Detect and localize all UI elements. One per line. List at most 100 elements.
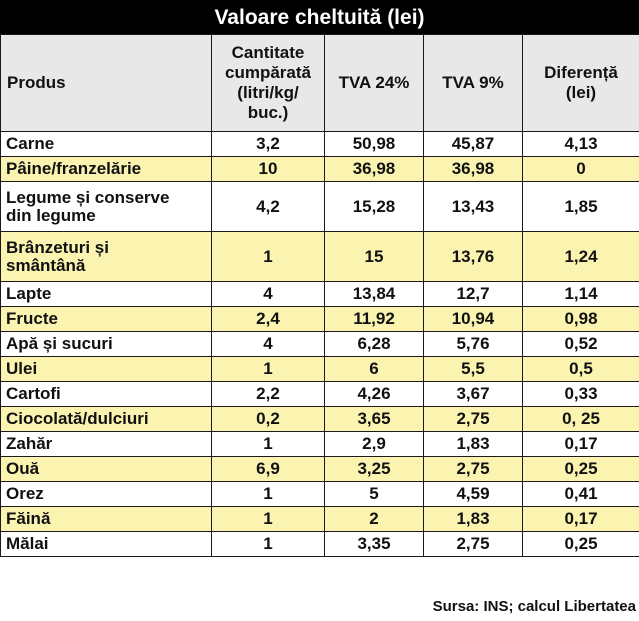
header-cantitate-line: (litri/kg/ xyxy=(237,83,299,102)
cell-diferenta: 0,33 xyxy=(522,381,639,407)
cell-tva24: 2 xyxy=(324,506,424,532)
cell-tva24: 4,26 xyxy=(324,381,424,407)
cell-tva24: 11,92 xyxy=(324,306,424,332)
cell-produs-line: smântână xyxy=(6,255,86,275)
cell-diferenta: 0,25 xyxy=(522,456,639,482)
header-cantitate-line: cumpărată xyxy=(225,63,311,82)
cell-produs-line: Ulei xyxy=(6,359,38,378)
cell-tva24: 5 xyxy=(324,481,424,507)
header-diferenta: Diferență (lei) xyxy=(522,34,639,132)
cell-cantitate: 2,2 xyxy=(211,381,325,407)
cell-produs: Carne xyxy=(0,131,212,157)
cell-tva9: 1,83 xyxy=(423,506,523,532)
cell-produs-line: Orez xyxy=(6,484,44,503)
cell-tva24: 36,98 xyxy=(324,156,424,182)
table-row: Pâine/franzelărie 10 36,98 36,98 0 xyxy=(0,156,639,182)
cell-produs: Zahăr xyxy=(0,431,212,457)
cell-diferenta: 1,24 xyxy=(522,231,639,282)
cell-diferenta: 0,41 xyxy=(522,481,639,507)
cell-tva24: 6,28 xyxy=(324,331,424,357)
cell-cantitate: 3,2 xyxy=(211,131,325,157)
cell-tva9: 3,67 xyxy=(423,381,523,407)
cell-produs-line: Brânzeturi și xyxy=(6,237,109,257)
cell-tva9: 2,75 xyxy=(423,531,523,557)
cell-produs-line: din legume xyxy=(6,205,96,225)
header-cantitate-line: buc.) xyxy=(247,103,289,122)
table-row: Brânzeturi și smântână 1 15 13,76 1,24 xyxy=(0,231,639,282)
cell-produs: Pâine/franzelărie xyxy=(0,156,212,182)
cell-produs: Ulei xyxy=(0,356,212,382)
cell-diferenta: 0,17 xyxy=(522,506,639,532)
table-row: Orez 1 5 4,59 0,41 xyxy=(0,481,639,507)
cell-diferenta: 0,5 xyxy=(522,356,639,382)
table-title: Valoare cheltuită (lei) xyxy=(0,0,639,34)
cell-cantitate: 6,9 xyxy=(211,456,325,482)
cell-tva9: 13,76 xyxy=(423,231,523,282)
cell-tva9: 5,76 xyxy=(423,331,523,357)
cell-tva24: 50,98 xyxy=(324,131,424,157)
cell-produs-line: Fructe xyxy=(6,309,58,328)
cell-tva9: 5,5 xyxy=(423,356,523,382)
cell-cantitate: 1 xyxy=(211,531,325,557)
cell-produs: Lapte xyxy=(0,281,212,307)
table-body: Carne 3,2 50,98 45,87 4,13 Pâine/franzelărie 1… xyxy=(0,131,639,557)
cell-produs-line: Ouă xyxy=(6,459,40,478)
cell-produs-line: Apă și sucuri xyxy=(6,334,113,353)
header-tva24: TVA 24% xyxy=(324,34,424,132)
header-diferenta-line: (lei) xyxy=(565,83,597,102)
cell-cantitate: 4,2 xyxy=(211,181,325,232)
cell-tva9: 45,87 xyxy=(423,131,523,157)
table-row: Ulei 1 6 5,5 0,5 xyxy=(0,356,639,382)
cell-produs-line: Zahăr xyxy=(6,434,53,453)
table-row: Fructe 2,4 11,92 10,94 0,98 xyxy=(0,306,639,332)
cell-produs: Mălai xyxy=(0,531,212,557)
cell-produs: Ciocolată/dulciuri xyxy=(0,406,212,432)
cell-tva9: 10,94 xyxy=(423,306,523,332)
header-cantitate: Cantitate cumpărată (litri/kg/ buc.) xyxy=(211,34,325,132)
header-diferenta-line: Diferență xyxy=(544,63,618,82)
vat-table: Produs Cantitate cumpărată (litri/kg/ bu… xyxy=(0,34,639,557)
cell-produs-line: Legume și conserve xyxy=(6,187,170,207)
header-produs: Produs xyxy=(0,34,212,132)
table-row: Mălai 1 3,35 2,75 0,25 xyxy=(0,531,639,557)
cell-diferenta: 1,14 xyxy=(522,281,639,307)
cell-cantitate: 1 xyxy=(211,431,325,457)
cell-produs-line: Cartofi xyxy=(6,384,61,403)
cell-tva9: 2,75 xyxy=(423,406,523,432)
cell-diferenta: 0, 25 xyxy=(522,406,639,432)
header-row: Produs Cantitate cumpărată (litri/kg/ bu… xyxy=(0,34,639,132)
table-row: Cartofi 2,2 4,26 3,67 0,33 xyxy=(0,381,639,407)
table-row: Legume și conserve din legume 4,2 15,28 13,4… xyxy=(0,181,639,232)
cell-produs: Apă și sucuri xyxy=(0,331,212,357)
cell-diferenta: 0,98 xyxy=(522,306,639,332)
cell-cantitate: 1 xyxy=(211,231,325,282)
cell-tva24: 3,65 xyxy=(324,406,424,432)
header-cantitate-line: Cantitate xyxy=(231,43,305,62)
cell-cantitate: 4 xyxy=(211,331,325,357)
cell-produs-line: Ciocolată/dulciuri xyxy=(6,409,149,428)
cell-diferenta: 0,52 xyxy=(522,331,639,357)
table-row: Zahăr 1 2,9 1,83 0,17 xyxy=(0,431,639,457)
cell-cantitate: 1 xyxy=(211,506,325,532)
cell-tva24: 2,9 xyxy=(324,431,424,457)
cell-diferenta: 4,13 xyxy=(522,131,639,157)
cell-produs: Cartofi xyxy=(0,381,212,407)
cell-produs: Ouă xyxy=(0,456,212,482)
cell-produs: Orez xyxy=(0,481,212,507)
cell-tva24: 15,28 xyxy=(324,181,424,232)
cell-produs: Făină xyxy=(0,506,212,532)
cell-tva24: 6 xyxy=(324,356,424,382)
table-row: Apă și sucuri 4 6,28 5,76 0,52 xyxy=(0,331,639,357)
cell-produs: Fructe xyxy=(0,306,212,332)
cell-produs-line: Făină xyxy=(6,509,51,528)
table-row: Ciocolată/dulciuri 0,2 3,65 2,75 0, 25 xyxy=(0,406,639,432)
cell-produs: Legume și conserve din legume xyxy=(0,181,212,232)
cell-cantitate: 0,2 xyxy=(211,406,325,432)
cell-tva24: 3,35 xyxy=(324,531,424,557)
table-row: Carne 3,2 50,98 45,87 4,13 xyxy=(0,131,639,157)
cell-produs-line: Carne xyxy=(6,134,55,153)
cell-diferenta: 0,17 xyxy=(522,431,639,457)
table-row: Lapte 4 13,84 12,7 1,14 xyxy=(0,281,639,307)
table-row: Făină 1 2 1,83 0,17 xyxy=(0,506,639,532)
